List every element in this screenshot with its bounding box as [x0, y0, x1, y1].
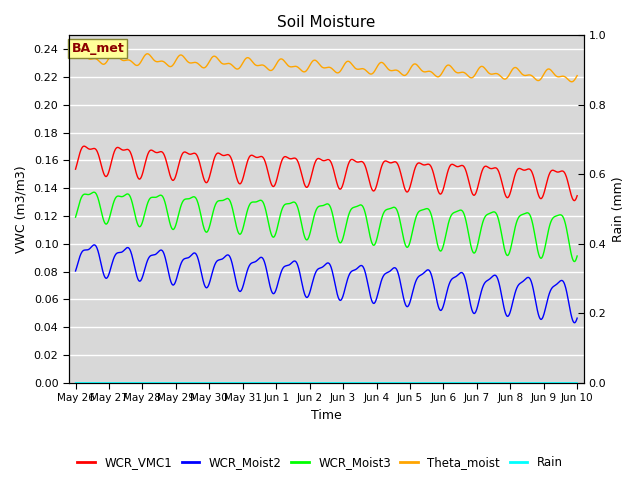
Theta_moist [573, 73, 581, 79]
WCR_Moist2 [90, 242, 98, 248]
Legend: WCR_VMC1, WCR_Moist2, WCR_Moist3, Theta_moist, Rain: WCR_VMC1, WCR_Moist2, WCR_Moist3, Theta_… [72, 452, 568, 474]
WCR_VMC1 [295, 162, 303, 168]
Line: WCR_Moist3: WCR_Moist3 [76, 192, 577, 262]
Theta_moist [295, 65, 303, 71]
WCR_Moist3 [295, 209, 303, 215]
WCR_VMC1 [111, 148, 118, 154]
WCR_Moist2 [111, 253, 118, 259]
Theta_moist [72, 54, 79, 60]
Theta_moist [111, 50, 118, 56]
Theta_moist [285, 63, 292, 69]
WCR_VMC1 [570, 198, 578, 204]
Y-axis label: Rain (mm): Rain (mm) [612, 176, 625, 242]
Line: WCR_VMC1: WCR_VMC1 [76, 146, 577, 201]
WCR_VMC1 [72, 166, 79, 172]
Title: Soil Moisture: Soil Moisture [277, 15, 376, 30]
Theta_moist [77, 48, 84, 54]
Rain [72, 380, 79, 386]
WCR_Moist3 [131, 212, 139, 218]
Text: BA_met: BA_met [72, 42, 124, 55]
X-axis label: Time: Time [311, 409, 342, 422]
Theta_moist [304, 65, 312, 71]
WCR_VMC1 [131, 166, 139, 172]
WCR_Moist3 [111, 197, 118, 203]
Rain [285, 380, 292, 386]
WCR_Moist3 [90, 189, 98, 195]
Rain [573, 380, 581, 386]
WCR_Moist3 [285, 201, 292, 206]
WCR_Moist2 [285, 262, 292, 268]
WCR_Moist3 [571, 259, 579, 264]
Line: Theta_moist: Theta_moist [76, 51, 577, 82]
WCR_Moist2 [131, 266, 139, 272]
WCR_Moist3 [358, 202, 365, 208]
WCR_Moist3 [573, 253, 581, 259]
Rain [295, 380, 303, 386]
WCR_Moist2 [571, 320, 579, 325]
WCR_Moist2 [295, 267, 303, 273]
Rain [111, 380, 118, 386]
Rain [304, 380, 312, 386]
WCR_Moist2 [72, 268, 79, 274]
Rain [131, 380, 139, 386]
Rain [357, 380, 365, 386]
Y-axis label: VWC (m3/m3): VWC (m3/m3) [15, 165, 28, 253]
WCR_Moist2 [573, 315, 581, 321]
WCR_VMC1 [304, 183, 312, 189]
WCR_Moist3 [304, 236, 312, 241]
WCR_VMC1 [285, 156, 292, 161]
WCR_VMC1 [573, 193, 581, 199]
WCR_Moist2 [304, 294, 312, 300]
Theta_moist [358, 66, 365, 72]
Theta_moist [568, 79, 575, 84]
Theta_moist [131, 62, 139, 68]
WCR_Moist2 [358, 263, 365, 268]
Line: WCR_Moist2: WCR_Moist2 [76, 245, 577, 323]
WCR_Moist3 [72, 214, 79, 220]
WCR_VMC1 [358, 159, 365, 165]
WCR_VMC1 [81, 143, 88, 149]
